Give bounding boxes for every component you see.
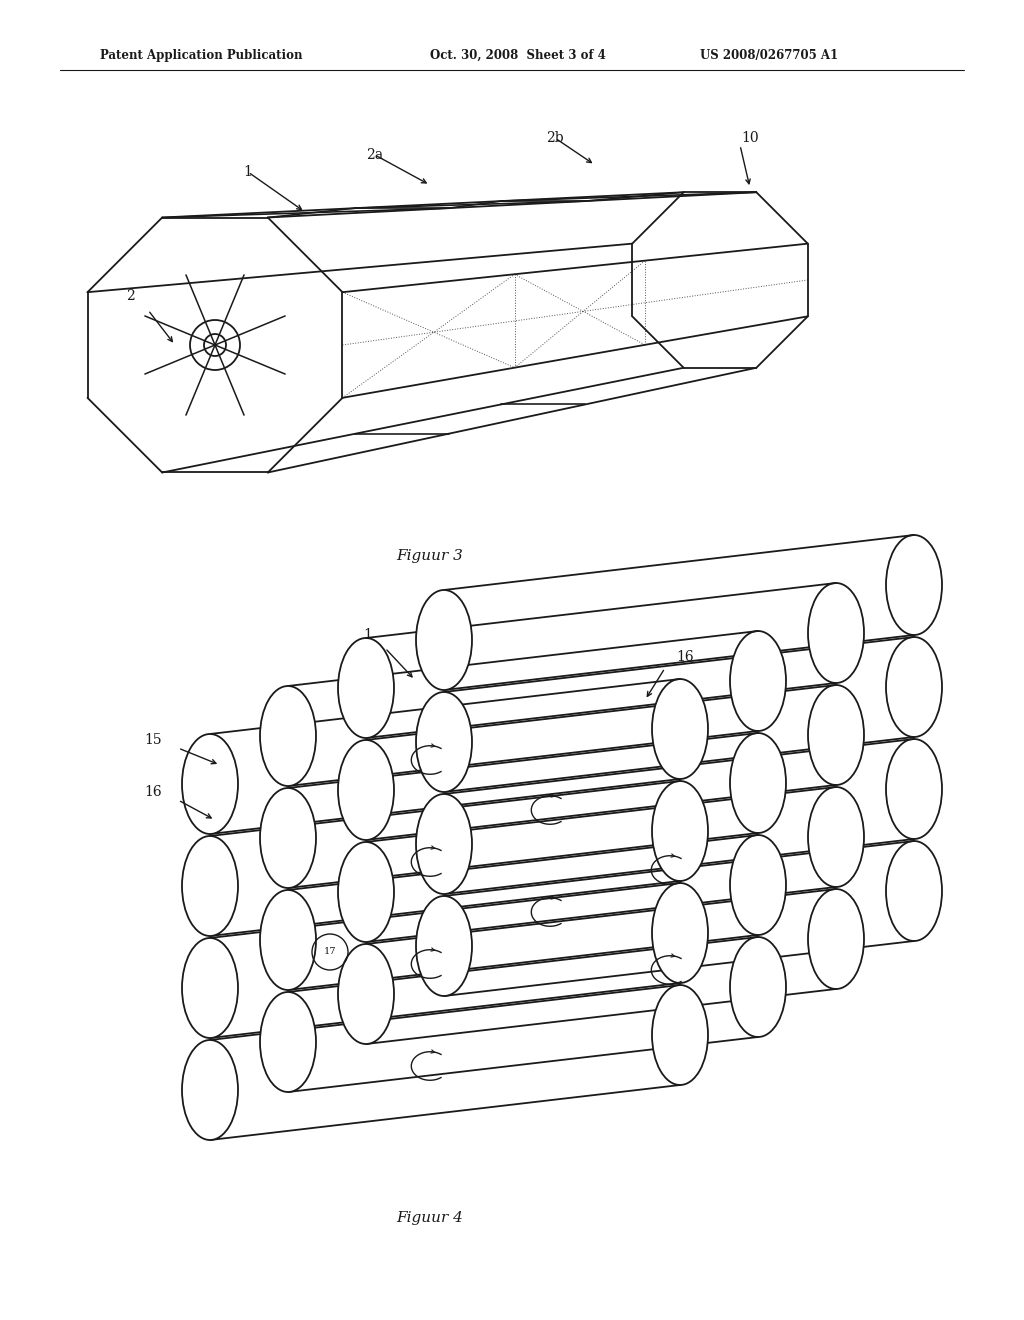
- Text: 2a: 2a: [367, 148, 384, 162]
- Ellipse shape: [182, 836, 238, 936]
- Ellipse shape: [416, 896, 472, 997]
- Text: 1: 1: [364, 628, 373, 642]
- Text: Patent Application Publication: Patent Application Publication: [100, 49, 302, 62]
- Ellipse shape: [260, 890, 316, 990]
- Ellipse shape: [808, 787, 864, 887]
- Ellipse shape: [652, 781, 708, 880]
- Text: US 2008/0267705 A1: US 2008/0267705 A1: [700, 49, 838, 62]
- Ellipse shape: [652, 678, 708, 779]
- Text: 10: 10: [741, 131, 759, 145]
- Ellipse shape: [808, 685, 864, 785]
- Ellipse shape: [182, 734, 238, 834]
- Ellipse shape: [808, 583, 864, 682]
- Ellipse shape: [338, 944, 394, 1044]
- Ellipse shape: [338, 638, 394, 738]
- Ellipse shape: [182, 1040, 238, 1140]
- Text: 16: 16: [676, 649, 694, 664]
- Ellipse shape: [886, 638, 942, 737]
- Ellipse shape: [730, 937, 786, 1038]
- Ellipse shape: [730, 631, 786, 731]
- Ellipse shape: [886, 535, 942, 635]
- Ellipse shape: [338, 842, 394, 942]
- Text: 2b: 2b: [546, 131, 564, 145]
- Text: 15: 15: [144, 733, 162, 747]
- Ellipse shape: [338, 741, 394, 840]
- Text: 1: 1: [244, 165, 253, 180]
- Ellipse shape: [260, 788, 316, 888]
- Text: Figuur 4: Figuur 4: [396, 1210, 464, 1225]
- Ellipse shape: [416, 692, 472, 792]
- Text: 16: 16: [144, 785, 162, 799]
- Ellipse shape: [260, 993, 316, 1092]
- Ellipse shape: [808, 888, 864, 989]
- Ellipse shape: [652, 883, 708, 983]
- Ellipse shape: [416, 795, 472, 894]
- Text: Oct. 30, 2008  Sheet 3 of 4: Oct. 30, 2008 Sheet 3 of 4: [430, 49, 606, 62]
- Ellipse shape: [182, 939, 238, 1038]
- Text: 17: 17: [324, 948, 336, 957]
- Ellipse shape: [416, 590, 472, 690]
- Ellipse shape: [730, 733, 786, 833]
- Ellipse shape: [886, 841, 942, 941]
- Ellipse shape: [260, 686, 316, 785]
- Ellipse shape: [730, 836, 786, 935]
- Ellipse shape: [886, 739, 942, 840]
- Text: Figuur 3: Figuur 3: [396, 549, 464, 564]
- Text: 2: 2: [126, 289, 134, 304]
- Ellipse shape: [652, 985, 708, 1085]
